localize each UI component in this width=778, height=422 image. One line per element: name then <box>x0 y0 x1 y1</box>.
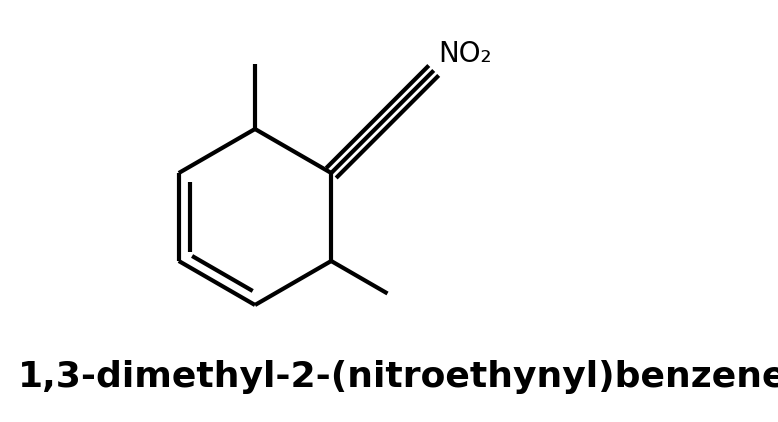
Text: NO₂: NO₂ <box>439 41 492 68</box>
Text: 1,3-dimethyl-2-(nitroethynyl)benzene: 1,3-dimethyl-2-(nitroethynyl)benzene <box>18 360 778 394</box>
